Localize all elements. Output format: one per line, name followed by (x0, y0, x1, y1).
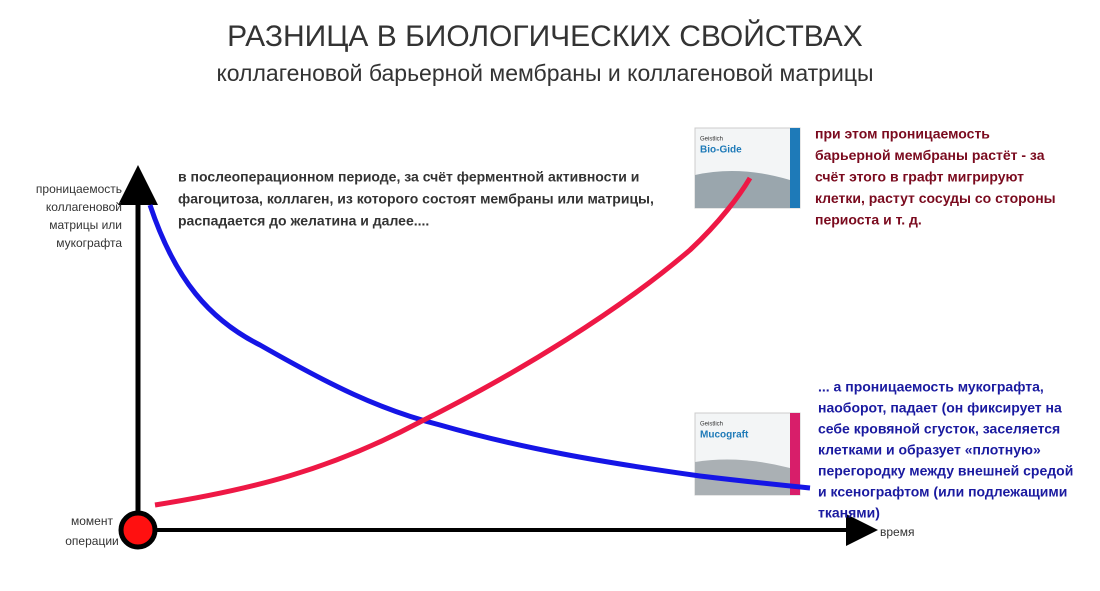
annotation-mucograft: наоборот, падает (он фиксирует на (818, 400, 1062, 416)
annotation-membrane: периоста и т. д. (815, 212, 922, 228)
annotation-mucograft: себе кровяной сгусток, заселяется (818, 421, 1060, 437)
origin-label: момент (71, 514, 113, 528)
product-brand: Geistlich (700, 137, 723, 143)
y-axis-label: мукографта (56, 236, 122, 250)
annotation: в послеоперационном периоде, за счёт фер… (178, 169, 639, 185)
annotation-mucograft: клетками и образует «плотную» (818, 442, 1041, 458)
y-axis-label: коллагеновой (46, 200, 122, 214)
x-axis-label: время (880, 525, 914, 539)
annotation-membrane: барьерной мембраны растёт - за (815, 147, 1045, 163)
product-name: Bio-Gide (700, 145, 742, 156)
product-name: Mucograft (700, 430, 749, 441)
annotation: фагоцитоза, коллаген, из которого состоя… (178, 191, 654, 207)
annotation: распадается до желатина и далее.... (178, 213, 429, 229)
membrane-curve (154, 176, 753, 508)
title: РАЗНИЦА В БИОЛОГИЧЕСКИХ СВОЙСТВАХ (227, 19, 863, 53)
product-biogide: Geistlich Bio-Gide (694, 127, 801, 209)
annotation-mucograft: и ксенографтом (или подлежащими (818, 484, 1067, 500)
origin-marker (118, 510, 158, 550)
subtitle: коллагеновой барьерной мембраны и коллаг… (216, 60, 873, 86)
annotation-mucograft: тканями) (818, 505, 880, 521)
annotation-mucograft: ... а проницаемость мукографта, (818, 379, 1044, 395)
product-brand: Geistlich (700, 422, 723, 428)
y-axis-label: проницаемость (36, 182, 122, 196)
y-axis-label: матрицы или (49, 218, 122, 232)
origin-label: операции (65, 534, 118, 548)
annotation-membrane: счёт этого в графт мигрируют (815, 169, 1024, 185)
mucograft-curve (147, 204, 811, 491)
annotation-membrane: при этом проницаемость (815, 126, 990, 142)
product-mucograft: Geistlich Mucograft (694, 412, 801, 496)
annotation-mucograft: перегородку между внешней средой (818, 463, 1073, 479)
annotation-membrane: клетки, растут сосуды со стороны (815, 190, 1056, 206)
